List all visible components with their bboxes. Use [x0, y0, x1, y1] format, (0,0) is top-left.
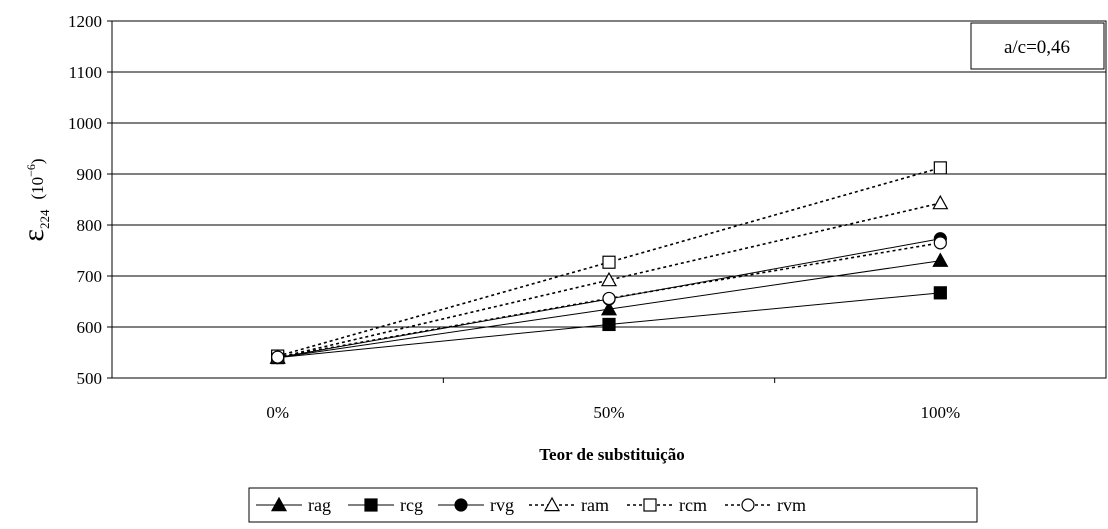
x-axis: 0% 50% 100% [266, 378, 960, 422]
data-point-rag [932, 252, 949, 267]
data-point-rvm [271, 350, 285, 364]
y-axis-subscript: 224 [37, 209, 52, 229]
legend-label-rcm: rcm [679, 495, 707, 515]
legend-item-rag: rag [256, 495, 331, 515]
y-axis-title: ε224 (10−6) [17, 158, 52, 241]
x-axis-title: Teor de substituição [539, 445, 684, 464]
series-rvm [271, 236, 947, 364]
y-tick-label: 1100 [69, 63, 102, 82]
legend-item-ram: ram [529, 495, 609, 515]
legend-item-rvg: rvg [438, 495, 514, 515]
legend: rag rcg rvg ram rcm rvm [256, 495, 806, 515]
y-tick-label: 1200 [68, 12, 102, 31]
legend-marker-rag [270, 496, 288, 512]
svg-text:ε224(10−6): ε224 (10−6) [17, 158, 52, 241]
legend-marker-rcm [643, 498, 657, 512]
data-point-rcg [933, 286, 947, 300]
series-rcm [271, 161, 947, 363]
legend-label-rvm: rvm [777, 495, 806, 515]
series-ram [269, 194, 949, 364]
legend-label-rvg: rvg [490, 495, 514, 515]
legend-item-rcm: rcm [627, 495, 707, 515]
legend-label-rag: rag [308, 495, 331, 515]
legend-marker-rvg [454, 498, 468, 512]
data-point-rcm [933, 161, 947, 175]
x-tick-label: 100% [920, 403, 960, 422]
x-tick-label: 0% [266, 403, 289, 422]
y-axis-unit-base: (10 [28, 177, 47, 200]
y-axis-unit-exponent: −6 [24, 164, 38, 177]
legend-marker-rvm [741, 498, 755, 512]
legend-label-rcg: rcg [400, 495, 423, 515]
y-axis: 500 600 700 800 900 1000 1100 1200 [68, 12, 112, 388]
y-tick-label: 800 [77, 216, 103, 235]
y-axis-symbol: ε [17, 229, 50, 242]
data-point-rcg [602, 317, 616, 332]
series-rag [269, 252, 949, 364]
legend-marker-ram [543, 496, 561, 512]
gridlines [112, 71, 1106, 328]
y-tick-label: 1000 [68, 114, 102, 133]
y-axis-unit-close: ) [28, 158, 47, 164]
plot-area [111, 20, 1107, 379]
data-point-ram [932, 194, 949, 210]
y-tick-label: 600 [77, 318, 103, 337]
annotation-box: a/c=0,46 [970, 22, 1105, 70]
y-tick-label: 900 [77, 165, 103, 184]
annotation-text: a/c=0,46 [1004, 37, 1070, 58]
data-point-rvm [933, 236, 947, 250]
data-point-rcm [602, 255, 616, 269]
legend-marker-rcg [364, 498, 378, 512]
legend-item-rvm: rvm [725, 495, 806, 515]
legend-label-ram: ram [581, 495, 609, 515]
data-point-rag [600, 300, 618, 316]
y-tick-label: 500 [77, 369, 103, 388]
y-tick-label: 700 [77, 267, 103, 286]
legend-item-rcg: rcg [348, 495, 423, 515]
data-point-rvm [602, 291, 616, 306]
data-point-ram [600, 271, 618, 287]
x-tick-label: 50% [593, 403, 624, 422]
series-layer [269, 161, 949, 365]
